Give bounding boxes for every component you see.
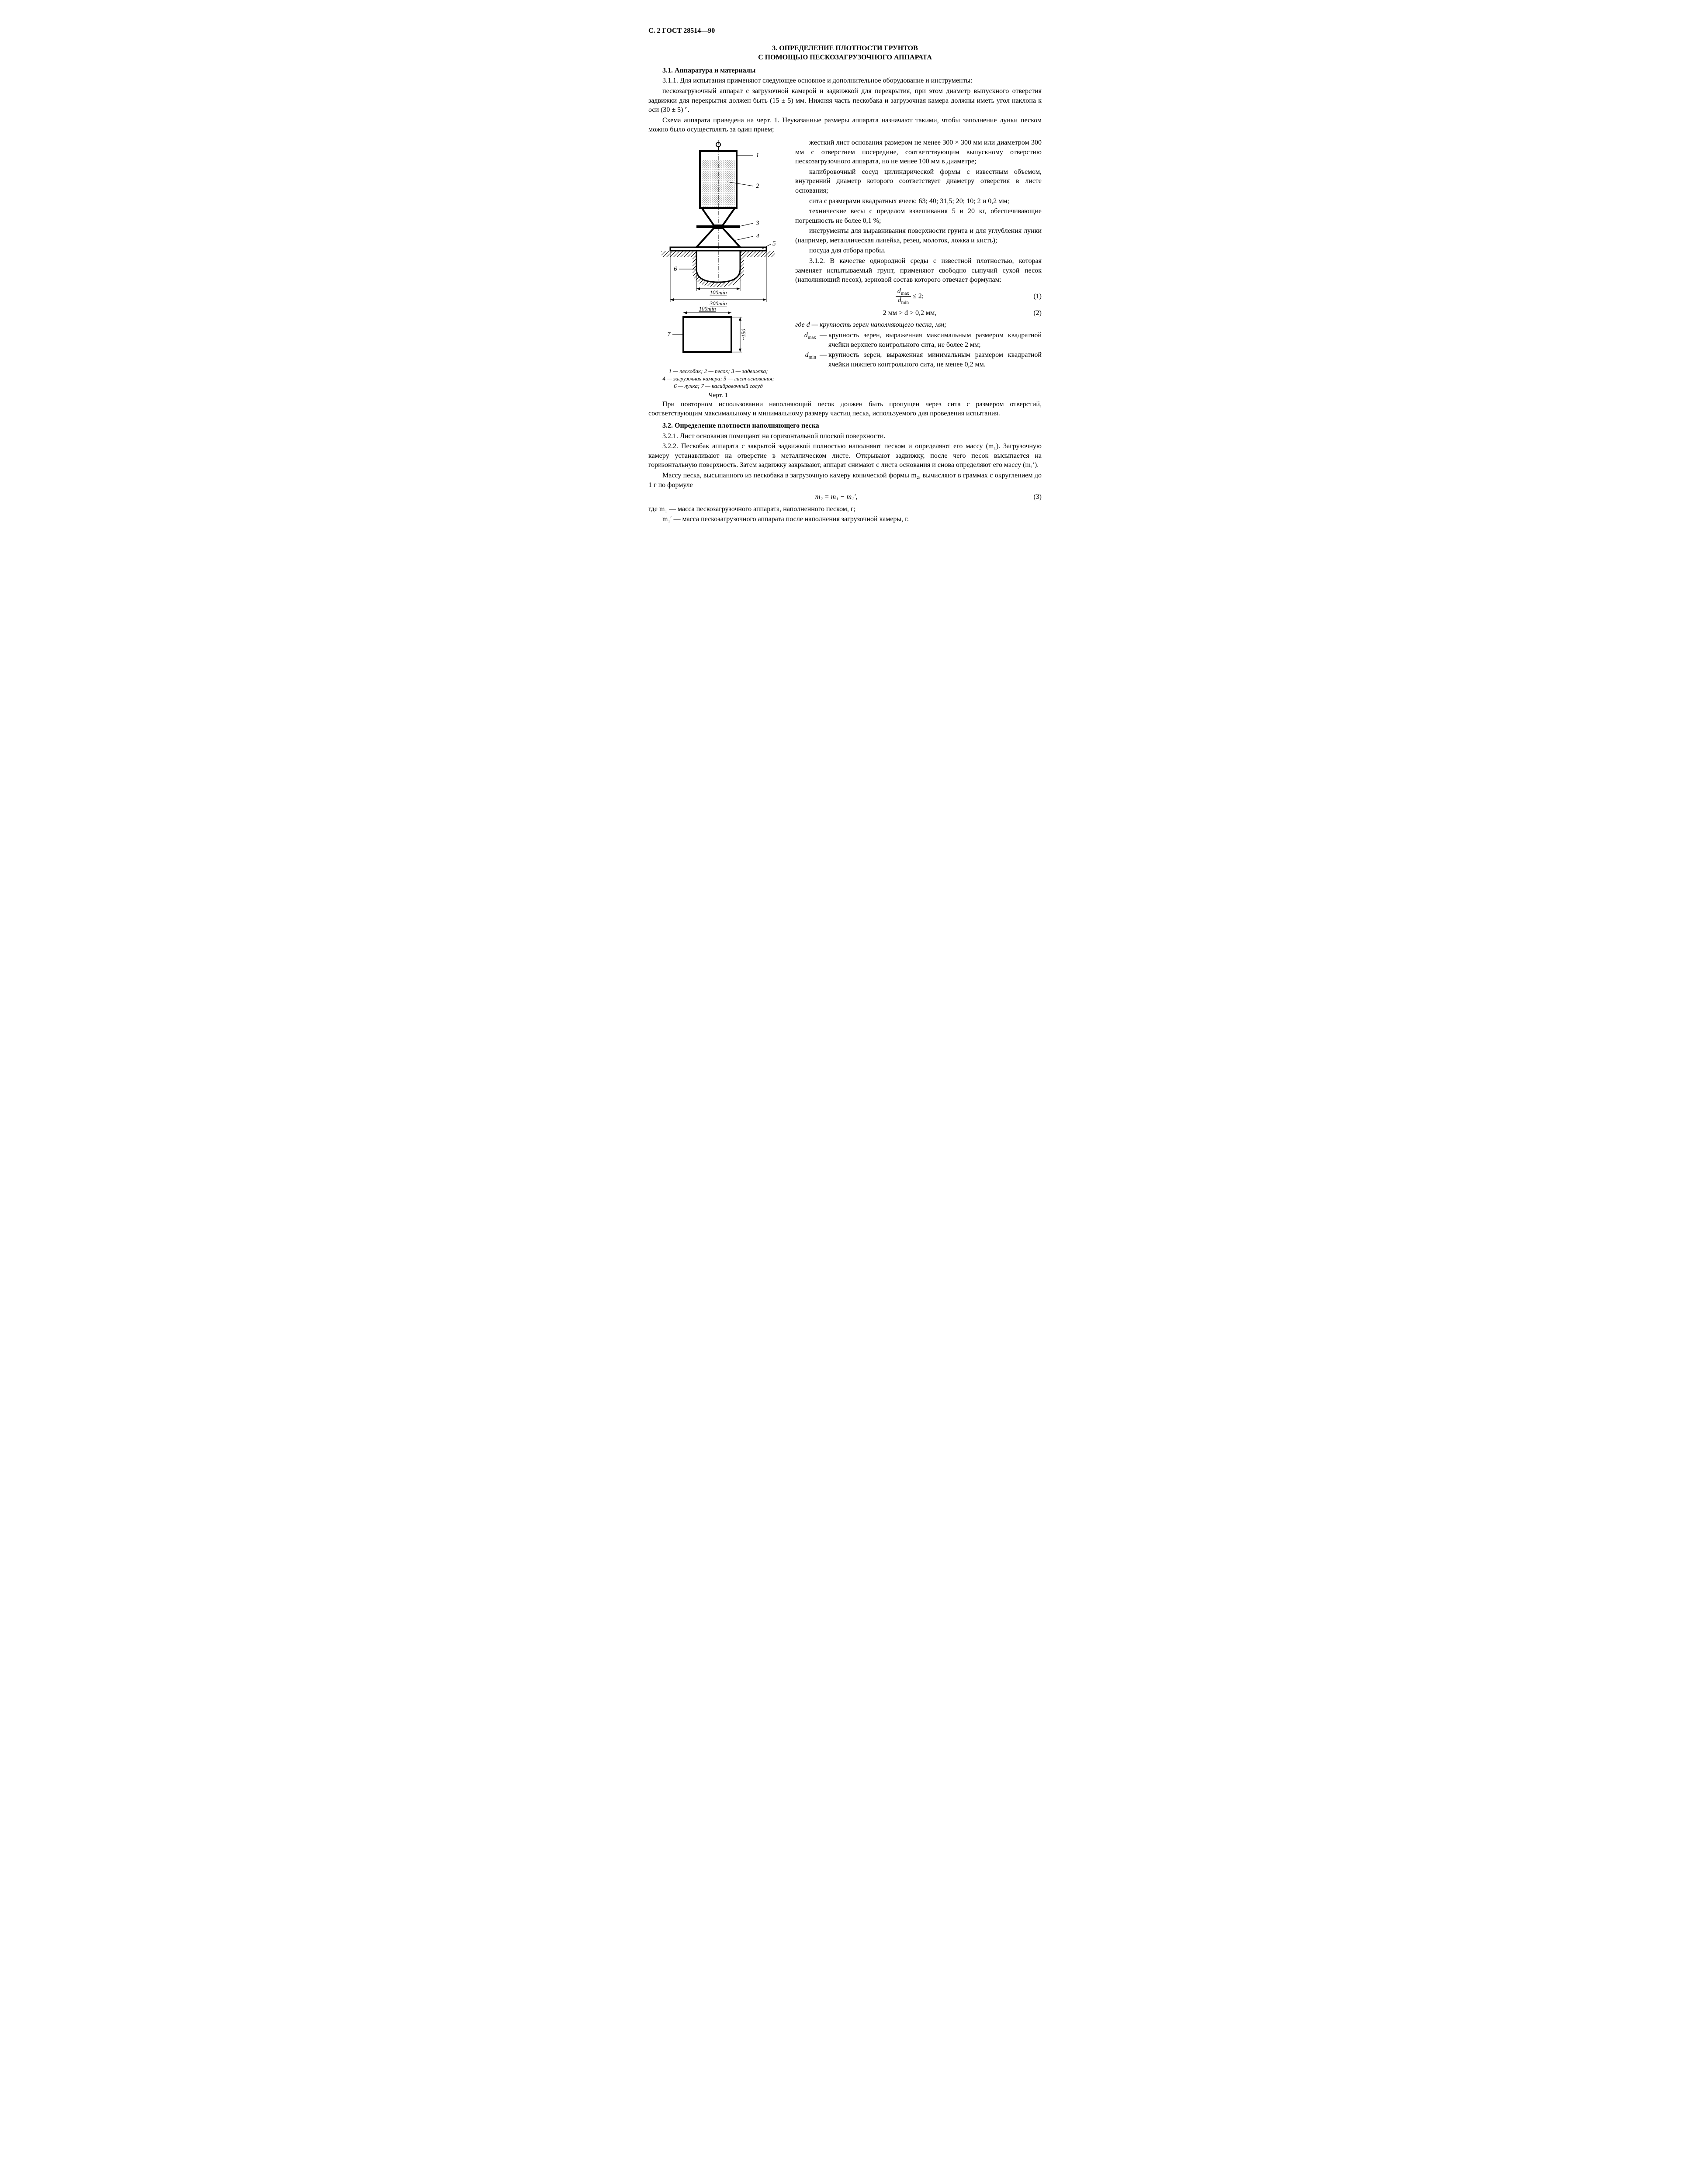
dim-100min-a: 100min <box>710 289 727 296</box>
section-3-title: 3. ОПРЕДЕЛЕНИЕ ПЛОТНОСТИ ГРУНТОВ С ПОМОЩ… <box>648 44 1042 62</box>
right-p5: инструменты для выравнивания поверхности… <box>795 226 1042 245</box>
eq3-body: m₂ = m₁ − m₁′, <box>648 492 1024 502</box>
fig-caption-l1: 1 — пескобак; 2 — песок; 3 — задвижка; <box>669 368 768 374</box>
para-3-1-2: 3.1.2. В качестве однородной среды с изв… <box>795 256 1042 285</box>
right-p4: технические весы с пределом взвешивания … <box>795 207 1042 225</box>
fig-label-7: 7 <box>667 331 671 338</box>
subsection-3-2-title: 3.2. Определение плотности наполняющего … <box>648 421 1042 431</box>
fig-label-6: 6 <box>674 266 677 273</box>
figure-1-caption: 1 — пескобак; 2 — песок; 3 — задвижка; 4… <box>648 368 788 390</box>
figure-1: 100min 300min 100min ~ <box>648 138 788 365</box>
fig-label-4: 4 <box>756 233 759 240</box>
fig-label-1: 1 <box>756 152 759 159</box>
eq1-rhs: ≤ 2; <box>913 293 924 300</box>
equation-1: dmax dmin ≤ 2; (1) <box>795 287 1042 306</box>
equation-3: m₂ = m₁ − m₁′, (3) <box>648 492 1042 502</box>
where-m1p: m₁′ — масса пескозагрузочного аппарата п… <box>648 515 1042 524</box>
fig-caption-l3: 6 — лунка; 7 — калибровочный сосуд <box>674 383 762 389</box>
dim-150: ~150 <box>740 328 747 340</box>
para-after-fig: При повторном использовании наполняющий … <box>648 400 1042 418</box>
eq2-number: (2) <box>1024 308 1042 318</box>
fig-label-3: 3 <box>755 220 759 227</box>
section-3-title-line1: 3. ОПРЕДЕЛЕНИЕ ПЛОТНОСТИ ГРУНТОВ <box>648 44 1042 53</box>
fig-label-5: 5 <box>772 240 776 247</box>
where-dmax: dmax — крупность зерен, выраженная макси… <box>795 331 1042 349</box>
eq3-number: (3) <box>1024 492 1042 502</box>
eq2-body: 2 мм > d > 0,2 мм, <box>795 308 1024 318</box>
section-3-title-line2: С ПОМОЩЬЮ ПЕСКОЗАГРУЗОЧНОГО АППАРАТА <box>648 53 1042 62</box>
right-p1: жесткий лист основания размером не менее… <box>795 138 1042 166</box>
where-m1: где m₁ — масса пескозагрузочного аппарат… <box>648 505 1042 514</box>
where-dmin-text: крупность зерен, выраженная минимальным … <box>828 350 1042 369</box>
page-header: С. 2 ГОСТ 28514—90 <box>648 26 1042 36</box>
para-3-1-1-b: пескозагрузочный аппарат с загрузочной к… <box>648 86 1042 115</box>
right-p6: посуда для отбора пробы. <box>795 246 1042 256</box>
fig-label-2: 2 <box>756 183 759 190</box>
right-p2: калибровочный сосуд цилиндрической формы… <box>795 167 1042 196</box>
subsection-3-1-title: 3.1. Аппаратура и материалы <box>648 66 1042 76</box>
where-dmax-text: крупность зерен, выраженная максимальным… <box>828 331 1042 349</box>
eq1-number: (1) <box>1024 292 1042 301</box>
right-p3: сита с размерами квадратных ячеек: 63; 4… <box>795 197 1042 206</box>
where-d-text: где d — крупность зерен наполняющего пес… <box>795 321 946 328</box>
eq1-fraction: dmax dmin <box>896 287 911 306</box>
para-3-2-1: 3.2.1. Лист основания помещают на горизо… <box>648 432 1042 441</box>
para-3-1-1-c: Схема аппарата приведена на черт. 1. Неу… <box>648 116 1042 135</box>
where-d: где d — крупность зерен наполняющего пес… <box>795 320 1042 330</box>
para-3-1-1-a: 3.1.1. Для испытания применяют следующее… <box>648 76 1042 86</box>
dim-100min-b: 100min <box>699 305 716 312</box>
para-3-2-2-b: Массу песка, высыпанного из пескобака в … <box>648 471 1042 490</box>
para-3-2-2-a: 3.2.2. Пескобак аппарата с закрытой задв… <box>648 442 1042 470</box>
where-dmin: dmin — крупность зерен, выраженная миним… <box>795 350 1042 369</box>
equation-2: 2 мм > d > 0,2 мм, (2) <box>795 308 1042 318</box>
fig-caption-l2: 4 — загрузочная камера; 5 — лист основан… <box>662 375 774 382</box>
figure-1-label: Черт. 1 <box>648 391 788 400</box>
